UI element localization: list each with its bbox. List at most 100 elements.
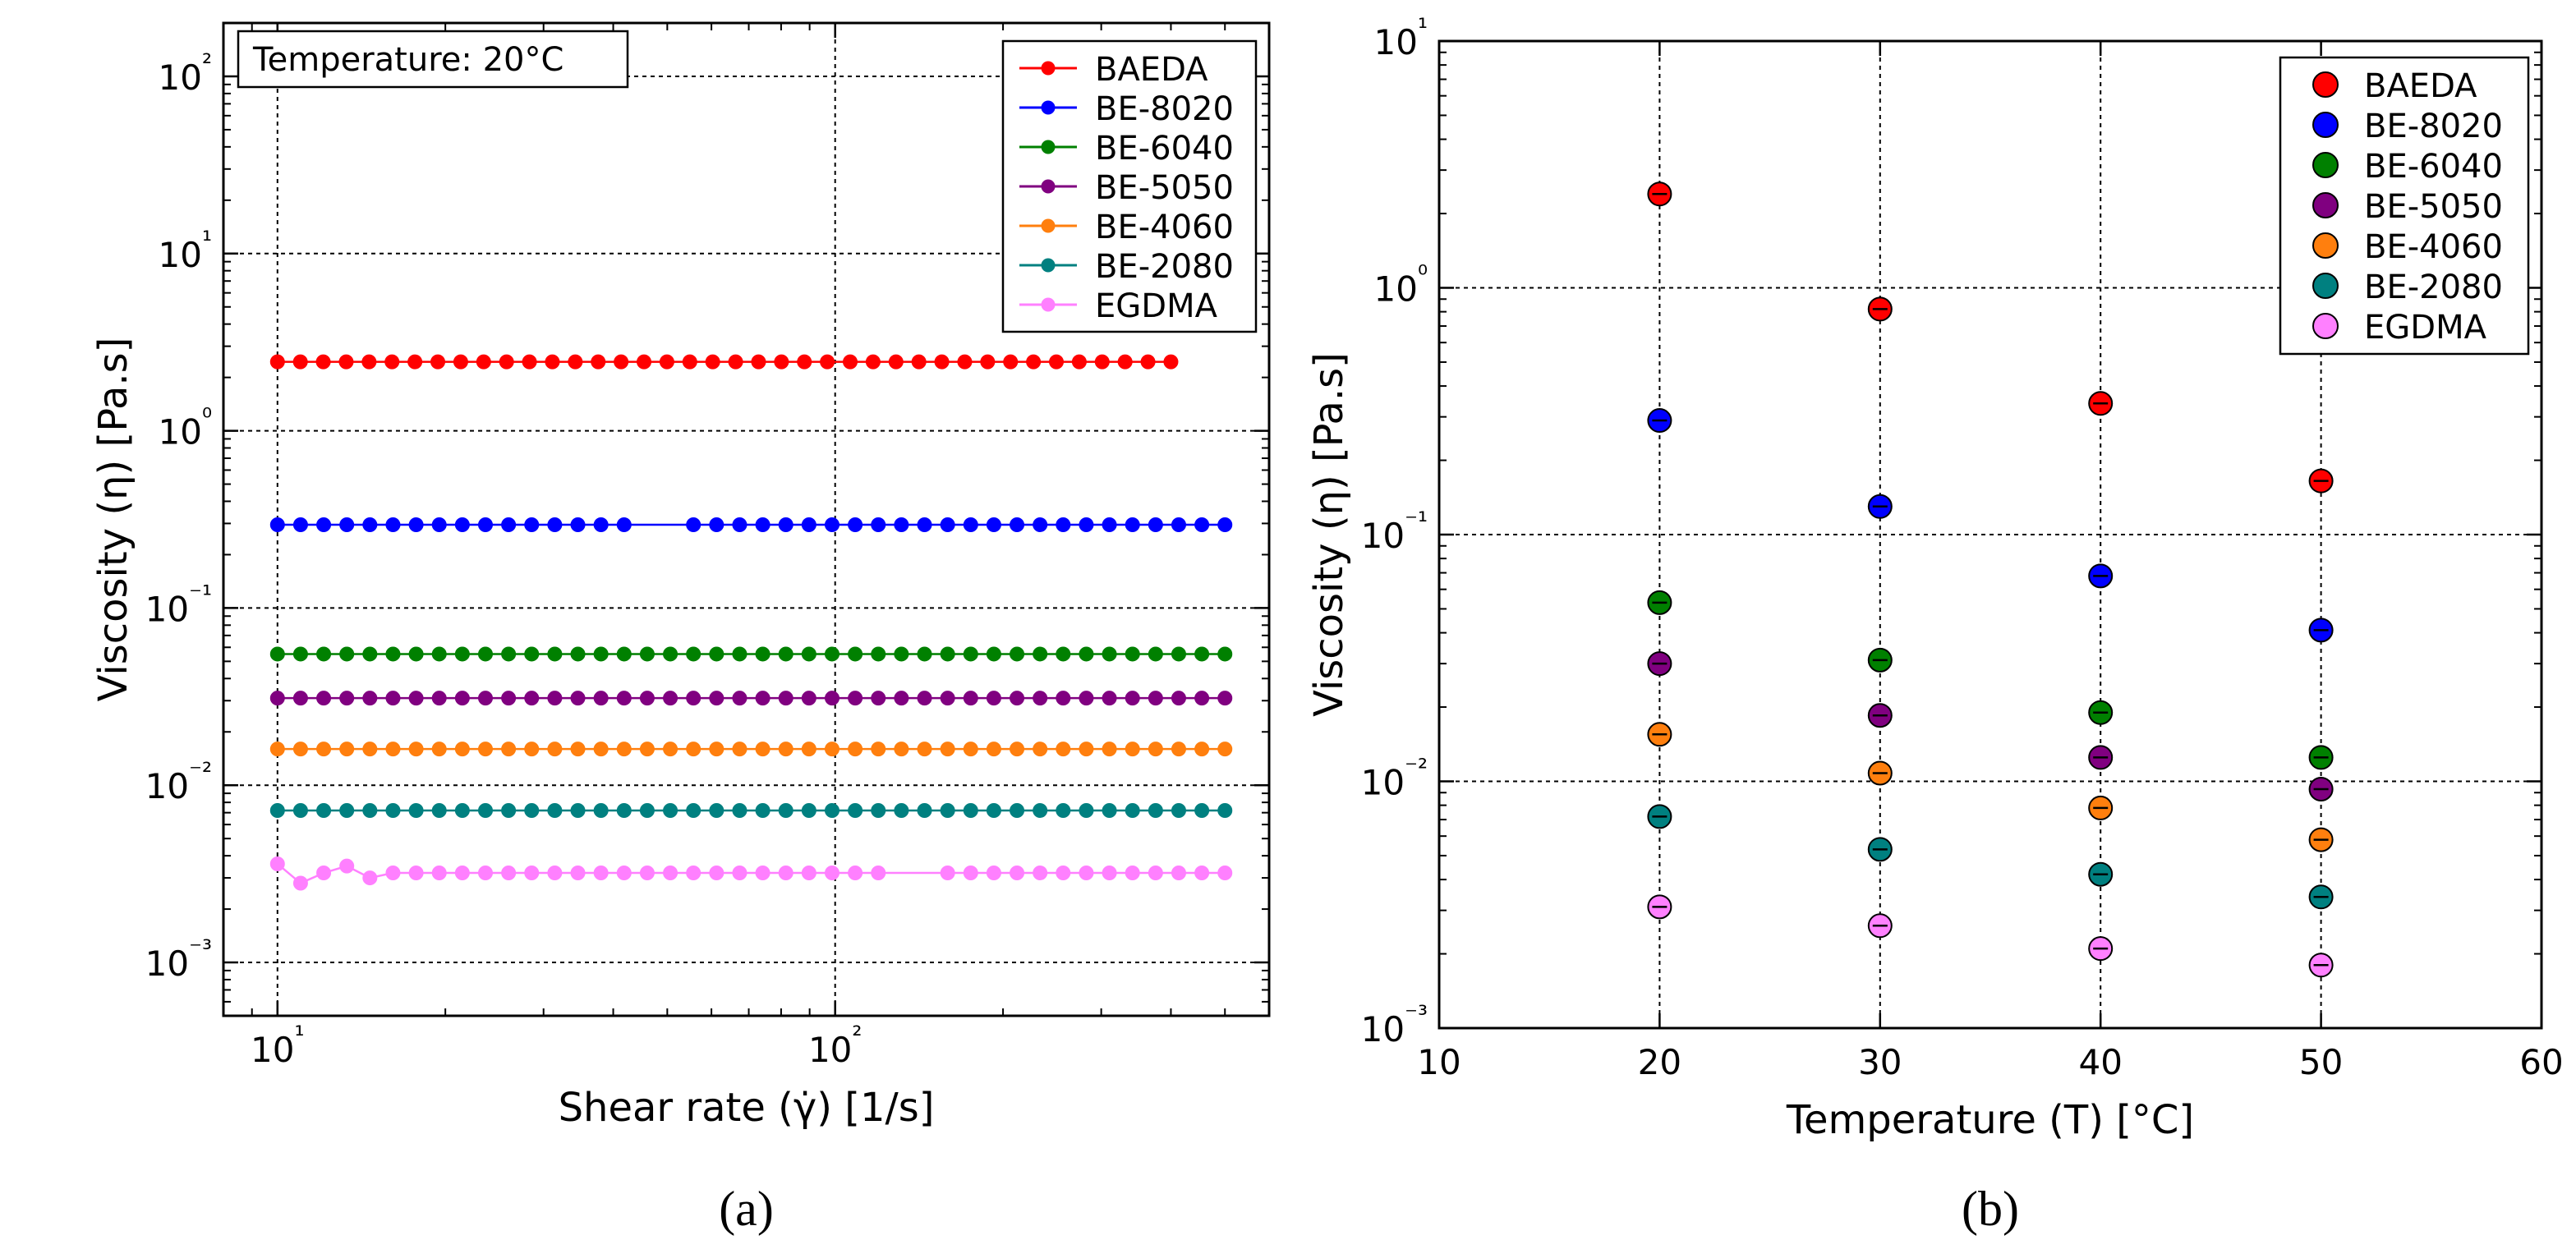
series-be-6040: [1647, 590, 2334, 770]
data-point: [269, 691, 285, 706]
y-tick-label: 10¹: [159, 227, 212, 275]
data-point: [1102, 803, 1117, 819]
data-point: [269, 803, 285, 819]
data-point: [894, 803, 909, 819]
data-point: [1140, 354, 1156, 370]
data-point: [848, 517, 863, 533]
data-point: [593, 866, 609, 881]
series-be-4060: [1647, 722, 2334, 852]
data-point: [501, 866, 517, 881]
legend-marker: [1041, 100, 1056, 115]
legend-marker: [1041, 61, 1056, 76]
x-tick-label: 10²: [808, 1022, 862, 1070]
data-point: [1148, 742, 1163, 757]
data-point: [385, 646, 401, 662]
data-point: [940, 646, 955, 662]
legend-label: BE-2080: [2364, 269, 2503, 306]
data-point: [1194, 646, 1210, 662]
data-point: [477, 866, 493, 881]
annotation-box: [237, 30, 629, 89]
data-point: [894, 742, 909, 757]
data-point: [639, 803, 655, 819]
series-baeda: [1647, 181, 2334, 494]
data-point: [1079, 517, 1094, 533]
data-point: [524, 646, 540, 662]
data-point: [476, 354, 491, 370]
data-point: [1125, 803, 1140, 819]
data-point: [454, 803, 470, 819]
legend-label: BE-5050: [2364, 188, 2503, 226]
legend-label: BE-5050: [1095, 169, 1234, 207]
y-tick-label: 10¹: [1374, 14, 1428, 62]
data-point: [755, 517, 770, 533]
data-point: [316, 517, 332, 533]
temperature-annotation: Temperature: 20°C: [237, 30, 629, 89]
data-point: [824, 803, 840, 819]
data-point: [339, 742, 355, 757]
legend-item-egdma: EGDMA: [1019, 287, 1218, 325]
data-point: [593, 517, 609, 533]
data-point: [709, 646, 724, 662]
data-point: [616, 691, 632, 706]
data-point: [316, 803, 332, 819]
data-point: [778, 803, 794, 819]
data-point: [1171, 517, 1186, 533]
series-egdma: [1647, 894, 2334, 978]
data-point: [454, 691, 470, 706]
data-point: [1194, 803, 1210, 819]
series-be-8020: [1647, 408, 2334, 643]
data-point: [431, 742, 447, 757]
data-point: [686, 691, 702, 706]
panel-caption: (a): [719, 1182, 774, 1236]
data-point: [431, 517, 447, 533]
plot-frame: [1438, 39, 2543, 1030]
data-point: [986, 691, 1001, 706]
data-point: [1148, 866, 1163, 881]
data-point: [732, 646, 748, 662]
data-point: [524, 691, 540, 706]
series-baeda: [269, 354, 1179, 370]
data-point: [501, 803, 517, 819]
data-point: [1125, 646, 1140, 662]
legend-item-be-8020: BE-8020: [2312, 108, 2503, 145]
data-point: [1033, 803, 1048, 819]
legend-label: BE-4060: [2364, 228, 2503, 266]
data-point: [454, 742, 470, 757]
legend-marker: [1041, 179, 1056, 194]
legend-marker: [1041, 218, 1056, 233]
series-be-2080: [269, 803, 1233, 819]
y-axis-label: Viscosity (η) [Pa.s]: [90, 338, 136, 702]
data-point: [801, 803, 816, 819]
legend: BAEDABE-8020BE-6040BE-5050BE-4060BE-2080…: [2279, 56, 2530, 356]
data-point: [797, 354, 812, 370]
data-point: [524, 866, 540, 881]
data-point: [614, 354, 629, 370]
legend-item-be-5050: BE-5050: [1019, 169, 1234, 207]
data-point: [957, 354, 973, 370]
data-point: [820, 354, 835, 370]
data-point: [1026, 354, 1042, 370]
data-point: [986, 742, 1001, 757]
data-point: [1171, 646, 1186, 662]
data-point: [430, 354, 446, 370]
data-point: [547, 646, 563, 662]
data-point: [1033, 517, 1048, 533]
data-point: [1125, 742, 1140, 757]
data-point: [431, 866, 447, 881]
data-point: [894, 691, 909, 706]
data-point: [1056, 803, 1071, 819]
data-point: [894, 517, 909, 533]
data-point: [751, 354, 766, 370]
data-point: [593, 646, 609, 662]
data-point: [547, 742, 563, 757]
y-tick-label: 10⁻²: [145, 758, 212, 806]
data-point: [732, 742, 748, 757]
plot-frame: [222, 21, 1271, 1017]
data-point: [705, 354, 720, 370]
legend-marker: [2312, 232, 2339, 259]
data-point: [1056, 742, 1071, 757]
data-point: [663, 742, 678, 757]
legend-label: BAEDA: [2364, 67, 2477, 105]
data-point: [1010, 742, 1025, 757]
